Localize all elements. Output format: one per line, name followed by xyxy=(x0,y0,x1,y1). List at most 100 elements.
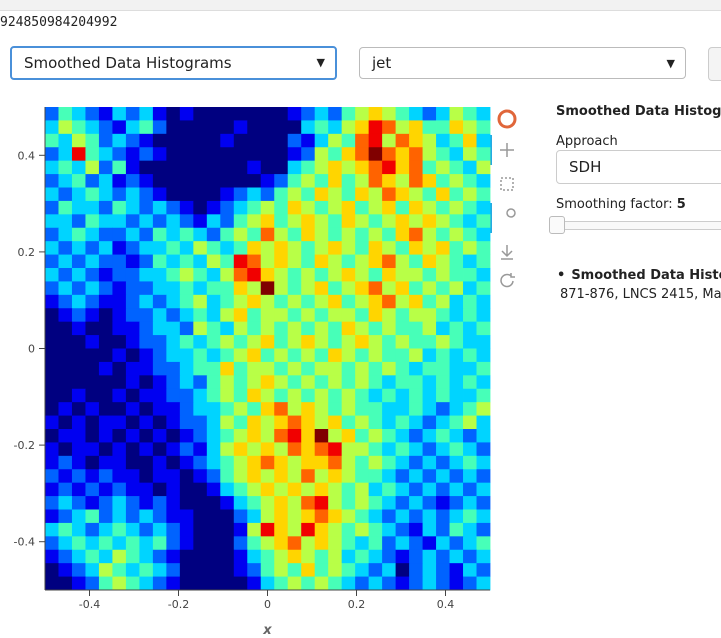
cell xyxy=(166,563,181,577)
cell xyxy=(85,241,100,255)
save-tool[interactable] xyxy=(501,245,513,260)
cell xyxy=(301,388,316,403)
cell xyxy=(274,496,289,510)
cell xyxy=(247,214,262,229)
cell xyxy=(476,442,491,457)
method-select[interactable]: Smoothed Data Histograms ▼ xyxy=(10,46,337,80)
cell xyxy=(98,442,113,457)
cell xyxy=(260,415,275,430)
x-tick-label: 0 xyxy=(264,598,271,611)
cell xyxy=(98,536,113,551)
cell xyxy=(287,120,302,135)
cell xyxy=(247,160,262,175)
cell xyxy=(233,496,248,510)
cell xyxy=(260,429,275,443)
cell xyxy=(152,187,167,202)
cell xyxy=(301,455,316,470)
cell xyxy=(409,375,423,390)
cell xyxy=(422,469,437,484)
cell xyxy=(436,482,450,497)
wheel-zoom-tool[interactable] xyxy=(506,208,516,218)
cell xyxy=(395,536,410,551)
cell xyxy=(152,522,167,537)
bokeh-logo[interactable] xyxy=(497,109,517,129)
cell xyxy=(247,469,262,484)
cell xyxy=(193,294,208,309)
cell xyxy=(395,388,410,403)
cell xyxy=(71,107,86,121)
cell xyxy=(287,294,302,309)
heatmap xyxy=(45,107,491,591)
cell xyxy=(368,348,383,363)
cell xyxy=(166,442,181,457)
cell xyxy=(395,187,410,202)
cell xyxy=(193,388,208,403)
cell xyxy=(139,227,154,242)
cell xyxy=(71,536,86,551)
cell xyxy=(193,268,208,282)
cell xyxy=(328,227,343,242)
cell xyxy=(476,509,491,524)
cell xyxy=(463,482,477,497)
cell xyxy=(112,455,127,470)
cell xyxy=(220,335,235,349)
cell xyxy=(233,254,248,269)
cell xyxy=(328,200,343,215)
cell xyxy=(193,308,208,323)
cell xyxy=(463,549,477,564)
cell xyxy=(476,107,491,121)
slider-track[interactable] xyxy=(556,221,721,230)
box-zoom-tool[interactable] xyxy=(500,177,514,191)
reset-tool[interactable] xyxy=(500,273,515,288)
cell xyxy=(476,321,491,336)
cell xyxy=(260,455,275,470)
cell xyxy=(179,576,194,591)
cell xyxy=(98,133,113,148)
cell xyxy=(409,549,423,564)
cell xyxy=(71,174,86,188)
cell xyxy=(193,415,208,430)
cell xyxy=(436,133,450,148)
cell xyxy=(58,388,73,403)
cell xyxy=(206,415,221,430)
cell xyxy=(139,160,154,175)
cell xyxy=(422,120,437,135)
cell xyxy=(206,107,221,121)
cell xyxy=(98,200,113,215)
cell xyxy=(436,361,450,376)
cell xyxy=(58,469,73,484)
cell xyxy=(395,402,410,416)
cell xyxy=(409,227,423,242)
cell xyxy=(436,388,450,403)
cell xyxy=(463,402,477,416)
cell xyxy=(206,442,221,457)
approach-input[interactable]: SDH xyxy=(556,150,721,184)
cell xyxy=(436,522,450,537)
cell xyxy=(449,241,464,255)
cell xyxy=(112,160,127,175)
cell xyxy=(328,442,343,457)
colormap-select[interactable]: jet ▼ xyxy=(359,47,686,79)
cell xyxy=(355,442,370,457)
slider-thumb[interactable] xyxy=(549,216,565,234)
cell xyxy=(355,174,370,188)
cell xyxy=(112,281,127,296)
cell xyxy=(368,107,383,121)
cell xyxy=(98,509,113,524)
cell xyxy=(476,522,491,537)
cell xyxy=(436,375,450,390)
cell xyxy=(45,214,59,229)
pan-tool[interactable] xyxy=(500,143,514,157)
cell xyxy=(301,133,316,148)
cell xyxy=(247,174,262,188)
cell xyxy=(260,107,275,121)
cell xyxy=(152,429,167,443)
cell xyxy=(301,200,316,215)
cell xyxy=(152,563,167,577)
button[interactable] xyxy=(708,47,721,81)
cell xyxy=(247,375,262,390)
cell xyxy=(463,254,477,269)
cell xyxy=(85,294,100,309)
cell xyxy=(422,536,437,551)
cell xyxy=(179,482,194,497)
